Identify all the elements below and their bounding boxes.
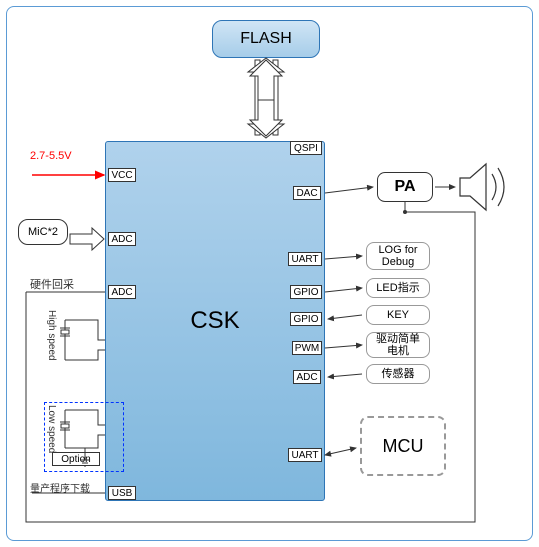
pa-block: PA: [377, 172, 433, 202]
periph-led: LED指示: [366, 278, 430, 298]
mic-label: MiC*2: [28, 226, 58, 238]
port-qspi: QSPI: [290, 141, 322, 155]
port-usb: USB: [108, 486, 136, 500]
periph-log: LOG for Debug: [366, 242, 430, 270]
port-gpio-1: GPIO: [290, 285, 322, 299]
periph-sensor: 传感器: [366, 364, 430, 384]
option-dash-box: [44, 402, 124, 472]
periph-key: KEY: [366, 305, 430, 325]
hs-label: High speed: [46, 310, 57, 361]
port-adc-r: ADC: [293, 370, 321, 384]
pa-label: PA: [394, 178, 415, 196]
port-adc-1: ADC: [108, 232, 136, 246]
mcu-block: MCU: [360, 416, 446, 476]
port-uart-2: UART: [288, 448, 322, 462]
periph-motor: 驱动简单 电机: [366, 332, 430, 358]
csk-label: CSK: [190, 307, 239, 335]
massprod-label: 量产程序下载: [30, 480, 90, 495]
volt-label: 2.7-5.5V: [30, 150, 72, 162]
hwloop-label: 硬件回采: [30, 276, 74, 292]
port-gpio-2: GPIO: [290, 312, 322, 326]
flash-block: FLASH: [212, 20, 320, 58]
mic-block: MiC*2: [18, 219, 68, 245]
mcu-label: MCU: [383, 436, 424, 457]
port-dac: DAC: [293, 186, 321, 200]
flash-label: FLASH: [240, 30, 292, 48]
port-vcc: VCC: [108, 168, 136, 182]
port-adc-2: ADC: [108, 285, 136, 299]
port-uart-1: UART: [288, 252, 322, 266]
port-pwm: PWM: [292, 341, 322, 355]
